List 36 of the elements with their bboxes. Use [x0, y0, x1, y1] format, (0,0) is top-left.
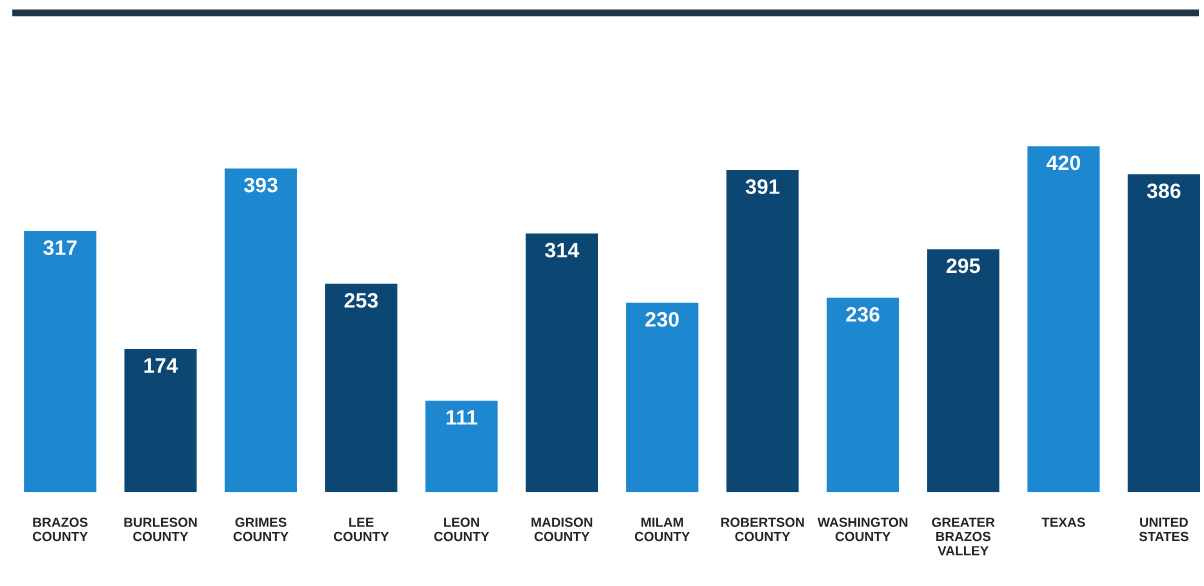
bar: [325, 283, 398, 493]
bar: [24, 231, 97, 493]
bar: [525, 233, 598, 493]
data-label: 393: [243, 177, 278, 193]
x-tick-label: BURLESON COUNTY: [124, 517, 197, 542]
data-label: 317: [43, 240, 77, 256]
x-tick-label: GRIMES COUNTY: [233, 517, 289, 542]
data-label: 420: [1046, 155, 1081, 171]
data-label: 253: [344, 293, 378, 308]
bar: [224, 168, 297, 493]
bar: [626, 302, 699, 493]
x-tick-label: UNITED STATES: [1139, 517, 1189, 542]
data-label: 236: [846, 307, 880, 322]
data-label: 174: [144, 358, 178, 373]
data-label: 314: [544, 242, 580, 258]
x-tick-label: MILAM COUNTY: [634, 517, 690, 542]
x-tick-label: ROBERTSON COUNTY: [721, 517, 804, 542]
bar: [726, 170, 799, 493]
bar: [124, 348, 197, 493]
data-label: 230: [645, 311, 679, 327]
data-label: 295: [946, 258, 980, 274]
data-label: 111: [446, 410, 478, 425]
x-tick-label: BRAZOS COUNTY: [32, 517, 88, 542]
data-label: 386: [1146, 183, 1181, 199]
bar: [826, 297, 899, 493]
x-tick-label: TEXAS: [1041, 517, 1086, 527]
data-label: 391: [745, 179, 780, 195]
x-tick-label: LEE COUNTY: [333, 517, 389, 542]
x-tick-label: WASHINGTON COUNTY: [817, 517, 908, 542]
x-tick-label: MADISON COUNTY: [531, 517, 593, 542]
bar: [1127, 174, 1200, 493]
bar: [1027, 146, 1100, 493]
x-tick-label: GREATER BRAZOS VALLEY: [931, 517, 995, 556]
x-tick-label: LEON COUNTY: [434, 517, 490, 542]
bar: [927, 249, 1000, 493]
bar: [425, 400, 498, 493]
